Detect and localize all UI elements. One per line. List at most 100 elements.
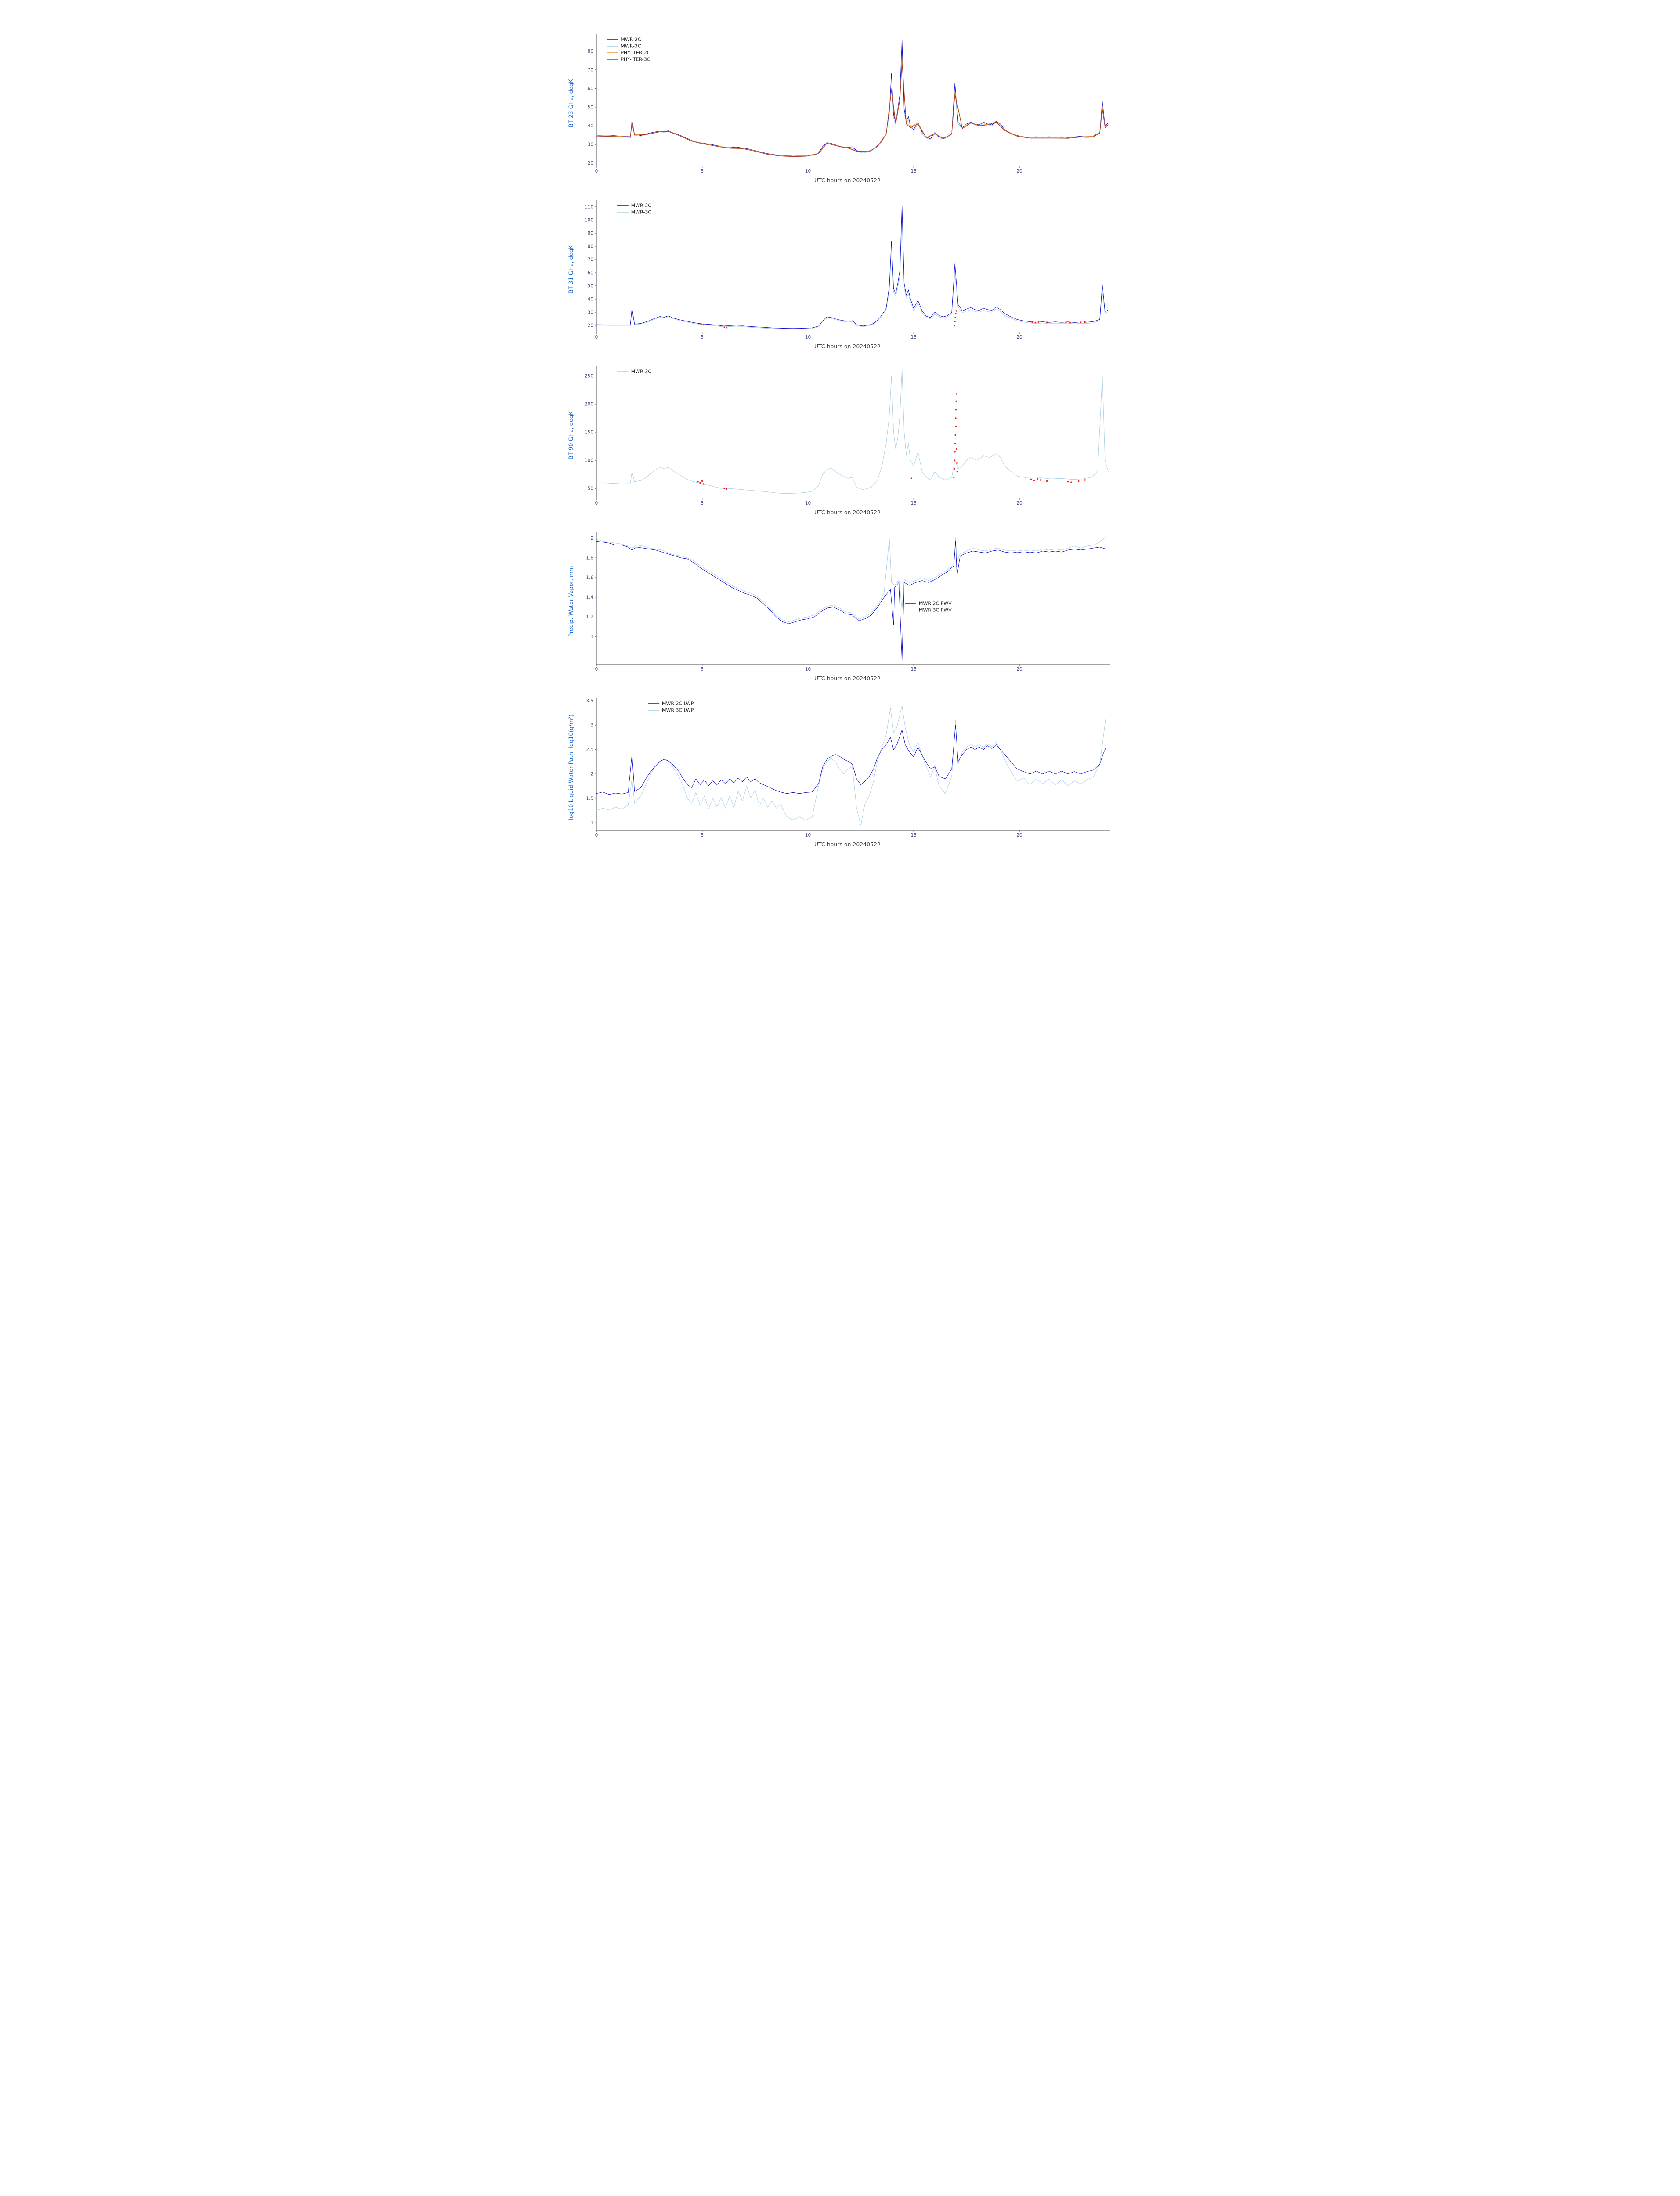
y-axis-label-bt31: BT 31 GHz, degK bbox=[568, 245, 574, 293]
legend-label-mwr-2c: MWR-2C bbox=[631, 203, 651, 209]
svg-text:20: 20 bbox=[587, 161, 593, 166]
flagged-sample bbox=[1046, 480, 1048, 482]
flagged-sample bbox=[1030, 479, 1032, 480]
flagged-sample bbox=[1031, 321, 1033, 323]
flagged-sample bbox=[700, 323, 702, 325]
svg-text:10: 10 bbox=[805, 335, 810, 340]
flagged-sample bbox=[1046, 321, 1048, 323]
flagged-sample bbox=[954, 417, 957, 419]
plot-area-lwp: 0 5 10 15 20 1 1.5 2 2.5 3 3.5 MWR 2C LWP MWR 3C LWP bbox=[577, 695, 1115, 840]
svg-text:20: 20 bbox=[1016, 335, 1022, 340]
flagged-sample bbox=[953, 325, 955, 326]
svg-text:1: 1 bbox=[590, 634, 593, 639]
series-mwr-3c-lwp bbox=[596, 705, 1106, 826]
flagged-sample bbox=[699, 482, 701, 484]
flagged-sample bbox=[723, 326, 725, 328]
flagged-sample bbox=[954, 434, 956, 436]
flagged-sample bbox=[910, 477, 912, 479]
chart-canvas-bt-31ghz: 0 5 10 15 20 20 30 40 50 60 70 80 90 100 110 MWR-2CMWR-… bbox=[584, 200, 1110, 340]
svg-text:0: 0 bbox=[595, 833, 598, 838]
flagged-sample bbox=[954, 317, 956, 318]
x-axis-label-pwv: UTC hours on 20240522 bbox=[814, 675, 881, 682]
series-phy-iter-2c bbox=[596, 58, 1109, 157]
svg-text:20: 20 bbox=[1016, 501, 1022, 506]
flagged-sample bbox=[954, 321, 956, 322]
flagged-sample bbox=[954, 459, 955, 461]
flagged-sample bbox=[1033, 480, 1035, 481]
flagged-sample bbox=[1039, 479, 1041, 481]
legend-label-mwr-2c-lwp: MWR 2C LWP bbox=[662, 701, 694, 707]
svg-text:20: 20 bbox=[1016, 169, 1022, 174]
legend-label-mwr-3c: MWR-3C bbox=[631, 369, 651, 375]
flagged-sample bbox=[1077, 480, 1079, 482]
svg-text:50: 50 bbox=[587, 486, 593, 491]
legend-label-mwr-3c-lwp: MWR 3C LWP bbox=[662, 708, 694, 713]
flagged-sample bbox=[954, 451, 956, 453]
series-mwr-2c bbox=[596, 40, 1109, 156]
figure-pwv: Precip. Water Vapor, mm 0 5 10 15 20 1 1.2 1.4 1… bbox=[566, 529, 1115, 682]
flagged-sample bbox=[697, 481, 699, 483]
legend-label-mwr-3c-pwv: MWR 3C PWV bbox=[919, 607, 952, 613]
legend-label-mwr-2c: MWR-2C bbox=[621, 37, 641, 43]
flagged-sample bbox=[702, 483, 704, 485]
svg-text:10: 10 bbox=[805, 169, 810, 174]
flagged-sample bbox=[1070, 481, 1072, 483]
svg-text:5: 5 bbox=[701, 667, 704, 672]
series-mwr-3c bbox=[596, 51, 1109, 157]
svg-text:90: 90 bbox=[587, 231, 593, 236]
flagged-sample bbox=[702, 324, 704, 326]
figure-bt-23ghz: BT 23 GHz, degK 0 5 10 15 20 20 30 40 50 60 70 80 MW… bbox=[566, 31, 1115, 184]
legend-label-mwr-3c: MWR-3C bbox=[631, 209, 651, 215]
svg-text:0: 0 bbox=[595, 501, 598, 506]
svg-text:2: 2 bbox=[590, 772, 593, 777]
svg-text:70: 70 bbox=[587, 257, 593, 263]
flagged-sample bbox=[953, 476, 954, 478]
flagged-sample bbox=[956, 448, 957, 450]
chart-canvas-bt-23ghz: 0 5 10 15 2020304050607080MWR-2CMWR-3CPHY-IT… bbox=[587, 34, 1110, 174]
series-mwr-2c-pwv bbox=[596, 541, 1106, 661]
svg-text:10: 10 bbox=[805, 667, 810, 672]
plot-area-bt31: 0 5 10 15 20 20 30 40 50 60 70 80 90 100 110 MWR-2C MWR-… bbox=[577, 197, 1115, 342]
svg-text:15: 15 bbox=[910, 501, 916, 506]
flagged-sample bbox=[1065, 321, 1067, 323]
flagged-sample bbox=[723, 488, 725, 489]
plot-area-bt90: 0 5 10 15 20 50 100 150 200 250 MWR-3C bbox=[577, 363, 1115, 508]
svg-text:15: 15 bbox=[910, 667, 916, 672]
series-mwr-3c-pwv bbox=[596, 536, 1106, 622]
flagged-sample bbox=[1084, 479, 1086, 481]
svg-text:100: 100 bbox=[584, 458, 593, 463]
svg-text:0: 0 bbox=[595, 667, 598, 672]
series-phy-iter-3c bbox=[596, 62, 1109, 157]
flagged-sample bbox=[955, 409, 957, 411]
series-mwr-3c bbox=[596, 220, 1109, 329]
flagged-sample bbox=[954, 442, 956, 444]
legend-label-phy-iter-2c: PHY-ITER-2C bbox=[621, 50, 650, 56]
flagged-sample bbox=[1067, 481, 1069, 483]
svg-text:70: 70 bbox=[587, 67, 593, 72]
svg-text:50: 50 bbox=[587, 284, 593, 289]
y-axis-label-lwp: log10 Liquid Water Path, log10(g/m²) bbox=[568, 714, 574, 820]
flagged-sample bbox=[1036, 478, 1038, 480]
flagged-sample bbox=[1037, 321, 1039, 323]
figure-lwp: log10 Liquid Water Path, log10(g/m²) 0 5 1… bbox=[566, 695, 1115, 848]
chart-canvas-bt-90ghz: 0 5 10 15 20 50 100 150 200 250 MWR-3C bbox=[584, 366, 1110, 506]
svg-text:80: 80 bbox=[587, 49, 593, 54]
svg-text:15: 15 bbox=[910, 833, 916, 838]
series-mwr-2c-lwp bbox=[596, 725, 1106, 795]
flagged-sample bbox=[956, 471, 958, 473]
svg-text:3.5: 3.5 bbox=[586, 698, 593, 704]
svg-text:5: 5 bbox=[701, 335, 704, 340]
legend-label-mwr-3c: MWR-3C bbox=[621, 43, 641, 49]
flagged-sample bbox=[954, 426, 956, 427]
x-axis-label-bt90: UTC hours on 20240522 bbox=[814, 509, 881, 516]
svg-text:20: 20 bbox=[1016, 667, 1022, 672]
svg-text:2.5: 2.5 bbox=[586, 747, 593, 752]
svg-text:60: 60 bbox=[587, 86, 593, 91]
svg-text:0: 0 bbox=[595, 335, 598, 340]
svg-text:110: 110 bbox=[584, 205, 593, 210]
x-axis-label-bt31: UTC hours on 20240522 bbox=[814, 343, 881, 350]
x-axis-label-bt23: UTC hours on 20240522 bbox=[814, 177, 881, 184]
flagged-sample bbox=[955, 426, 957, 427]
figure-stack: BT 23 GHz, degK 0 5 10 15 20 20 30 40 50 60 70 80 MW… bbox=[561, 0, 1119, 878]
